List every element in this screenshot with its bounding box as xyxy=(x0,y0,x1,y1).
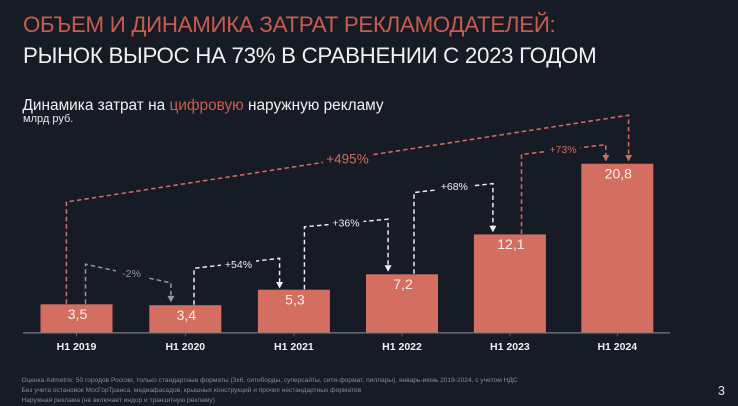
svg-text:+73%: +73% xyxy=(549,144,576,156)
svg-text:3,4: 3,4 xyxy=(177,307,197,323)
svg-text:7,2: 7,2 xyxy=(393,276,413,292)
svg-text:H1 2023: H1 2023 xyxy=(490,341,530,353)
svg-text:20,8: 20,8 xyxy=(605,165,632,181)
svg-text:3,5: 3,5 xyxy=(68,306,88,322)
svg-text:+68%: +68% xyxy=(441,181,468,193)
svg-text:+36%: +36% xyxy=(332,218,359,230)
svg-text:12,1: 12,1 xyxy=(497,236,524,252)
svg-text:H1 2021: H1 2021 xyxy=(274,341,314,353)
svg-text:+54%: +54% xyxy=(225,259,252,271)
svg-text:H1 2019: H1 2019 xyxy=(57,341,97,353)
svg-text:H1 2024: H1 2024 xyxy=(597,341,637,353)
svg-text:+495%: +495% xyxy=(326,151,368,166)
svg-text:-2%: -2% xyxy=(122,268,141,280)
svg-text:H1 2022: H1 2022 xyxy=(382,341,422,353)
svg-text:5,3: 5,3 xyxy=(285,291,305,307)
svg-text:H1 2020: H1 2020 xyxy=(165,341,205,353)
